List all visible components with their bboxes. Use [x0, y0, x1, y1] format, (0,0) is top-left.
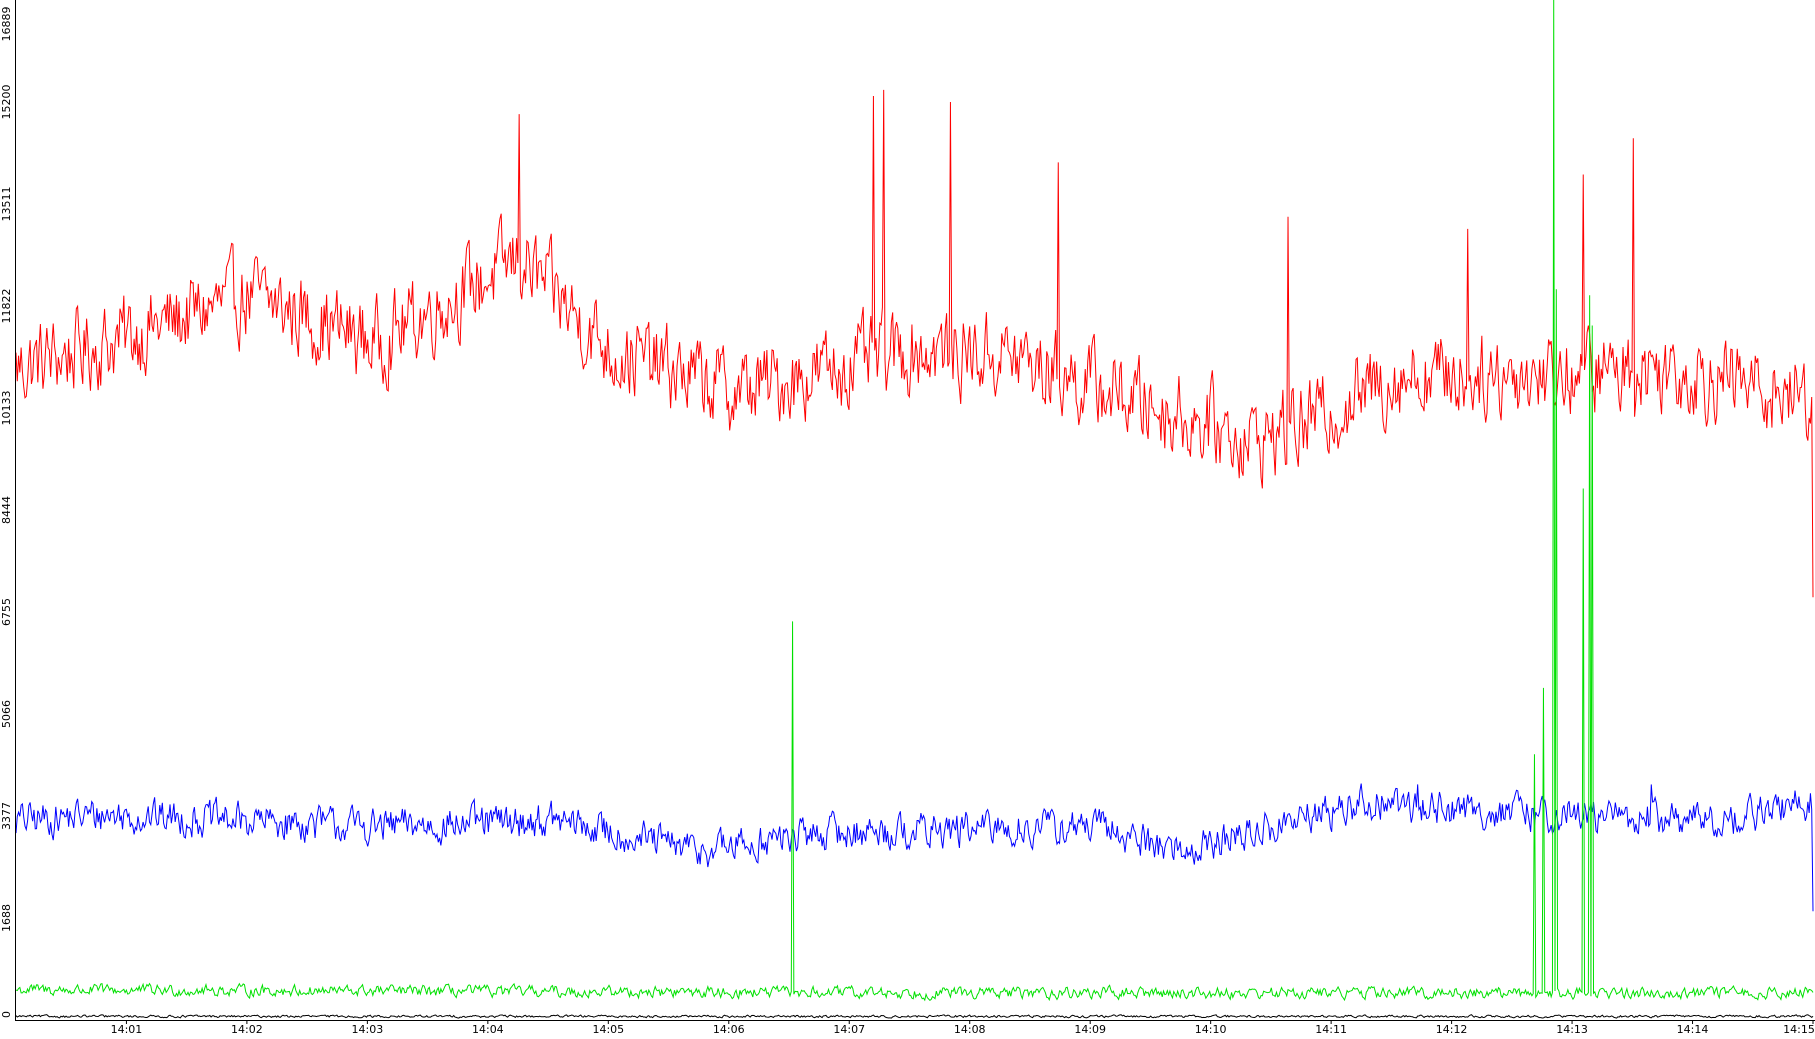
x-tick-label: 14:11: [1315, 1023, 1347, 1036]
x-tick-label: 14:06: [713, 1023, 745, 1036]
y-tick-label: 6755: [0, 598, 13, 626]
y-tick-label: 10133: [0, 391, 13, 426]
y-tick-label: 1688: [0, 904, 13, 932]
axes: [15, 0, 1815, 1021]
x-tick-label: 14:08: [954, 1023, 986, 1036]
x-tick-label: 14:01: [111, 1023, 143, 1036]
y-tick-labels: 0 1688 3377 5066 6755 8444 10133 11822 13511 1520…: [0, 7, 13, 1019]
x-tick-label: 14:10: [1195, 1023, 1227, 1036]
x-tick-label: 14:03: [352, 1023, 384, 1036]
series-line-1: [15, 89, 1814, 598]
x-tick-label: 14:12: [1436, 1023, 1468, 1036]
series-line-2: [15, 783, 1814, 912]
x-tick-labels: 14:01 14:02 14:03 14:04 14:05 14:06 14:07 14:08…: [111, 1020, 1815, 1036]
y-tick-label: 3377: [0, 802, 13, 830]
x-tick-label: 14:07: [833, 1023, 865, 1036]
x-tick-label: 14:14: [1677, 1023, 1709, 1036]
x-tick-label: 14:05: [592, 1023, 624, 1036]
y-tick-label: 11822: [0, 289, 13, 324]
series-line-4: [15, 1014, 1814, 1019]
y-tick-label: 16889: [0, 7, 13, 42]
x-tick-label: 14:02: [231, 1023, 263, 1036]
x-tick-label: 14:09: [1074, 1023, 1106, 1036]
x-tick-label: 14:15: [1783, 1023, 1815, 1036]
y-tick-label: 13511: [0, 187, 13, 222]
series-layer: [15, 0, 1814, 1019]
series-line-3: [15, 0, 1814, 1002]
y-tick-label: 0: [0, 1011, 13, 1018]
y-tick-label: 8444: [0, 496, 13, 524]
x-tick-label: 14:13: [1556, 1023, 1588, 1036]
y-tick-label: 15200: [0, 85, 13, 120]
x-tick-label: 14:04: [472, 1023, 504, 1036]
y-tick-label: 5066: [0, 700, 13, 728]
